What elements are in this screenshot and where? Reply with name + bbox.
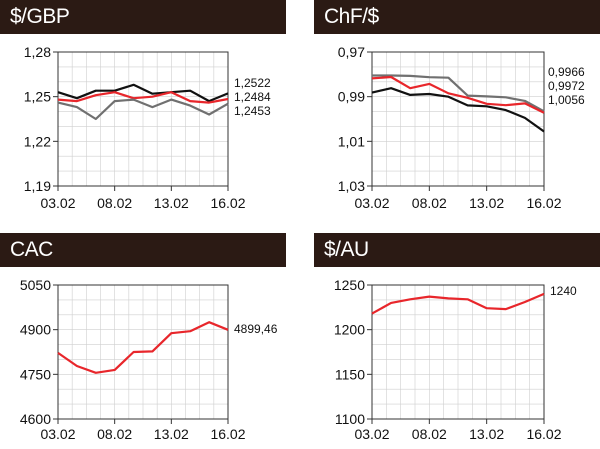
plot-frame: [57, 284, 229, 420]
y-tick-label: 5050: [20, 277, 51, 293]
y-tick-label: 4750: [20, 366, 51, 382]
y-tick-label: 1,19: [24, 178, 51, 194]
x-tick-label: 03.02: [40, 195, 75, 211]
y-tick-label: 0,99: [338, 89, 365, 105]
y-tick-label: 4900: [20, 322, 51, 338]
chart-title: $/GBP: [10, 5, 70, 28]
x-tick-label: 13.02: [469, 195, 504, 211]
panel-header: $/GBP: [0, 0, 286, 34]
panel-au: $/AU 1250 1200 1150 1100 03.02 08.02 13.02 16.0…: [314, 233, 600, 449]
panel-header: ChF/$: [314, 0, 600, 34]
y-tick-label: 4600: [20, 411, 51, 427]
x-tick-label: 08.02: [412, 426, 447, 442]
panel-gbp: $/GBP 1,28 1,25 1,22 1,19 03.02 08.02 13.02 16.…: [0, 0, 290, 225]
panel-cac: CAC 5050 4900 4750 4600 03.02 08.02 13.02 16.02…: [0, 233, 290, 449]
x-tick-label: 03.02: [354, 426, 389, 442]
x-tick-label: 16.02: [526, 195, 561, 211]
series-line-0: [57, 83, 229, 103]
y-tick-label: 1150: [335, 366, 365, 382]
x-tick-label: 13.02: [154, 426, 189, 442]
end-value-label: 4899,46: [234, 322, 278, 336]
y-tick-label: 1,28: [24, 44, 51, 60]
x-tick-label: 08.02: [412, 195, 447, 211]
plot-frame: [57, 51, 229, 187]
series-line-1: [371, 75, 545, 114]
y-tick-label: 1250: [334, 277, 365, 293]
x-tick-label: 16.02: [210, 426, 245, 442]
plot-frame: [371, 51, 545, 187]
x-tick-label: 08.02: [97, 426, 132, 442]
end-value-label: 0,9966: [548, 65, 585, 79]
panel-header: CAC: [0, 233, 286, 267]
end-value-label: 1,2453: [234, 104, 271, 118]
chart-title: CAC: [10, 238, 53, 261]
x-tick-label: 16.02: [210, 195, 245, 211]
end-value-label: 1,2484: [234, 90, 271, 104]
y-tick-label: 1,03: [338, 178, 365, 194]
y-tick-label: 1,22: [24, 133, 51, 149]
y-tick-label: 1100: [335, 411, 365, 427]
y-tick-label: 1,01: [338, 133, 365, 149]
series-line-0: [372, 74, 545, 113]
series-line-1: [57, 91, 229, 104]
series-line-0: [57, 321, 229, 374]
panel-chf: ChF/$ 0,97 0,99 1,01 1,03 03.02 08.02 13.02 16.…: [314, 0, 600, 225]
x-tick-label: 13.02: [154, 195, 189, 211]
end-value-label: 1,0056: [548, 93, 585, 107]
series-line-0: [371, 292, 545, 315]
x-tick-label: 16.02: [526, 426, 561, 442]
x-tick-label: 08.02: [97, 195, 132, 211]
y-tick-label: 1,25: [24, 89, 51, 105]
end-value-label: 1240: [550, 284, 577, 298]
x-tick-label: 03.02: [40, 426, 75, 442]
end-value-label: 1,2522: [234, 76, 271, 90]
series-line-2: [371, 87, 545, 133]
panel-header: $/AU: [314, 233, 600, 267]
x-tick-label: 03.02: [354, 195, 389, 211]
chart-title: $/AU: [324, 238, 369, 261]
x-tick-label: 13.02: [469, 426, 504, 442]
y-tick-label: 0,97: [338, 44, 365, 60]
y-tick-label: 1200: [334, 322, 365, 338]
chart-title: ChF/$: [324, 5, 379, 28]
plot-frame: [371, 284, 545, 420]
end-value-label: 0,9972: [548, 79, 585, 93]
series-line-2: [57, 98, 229, 121]
